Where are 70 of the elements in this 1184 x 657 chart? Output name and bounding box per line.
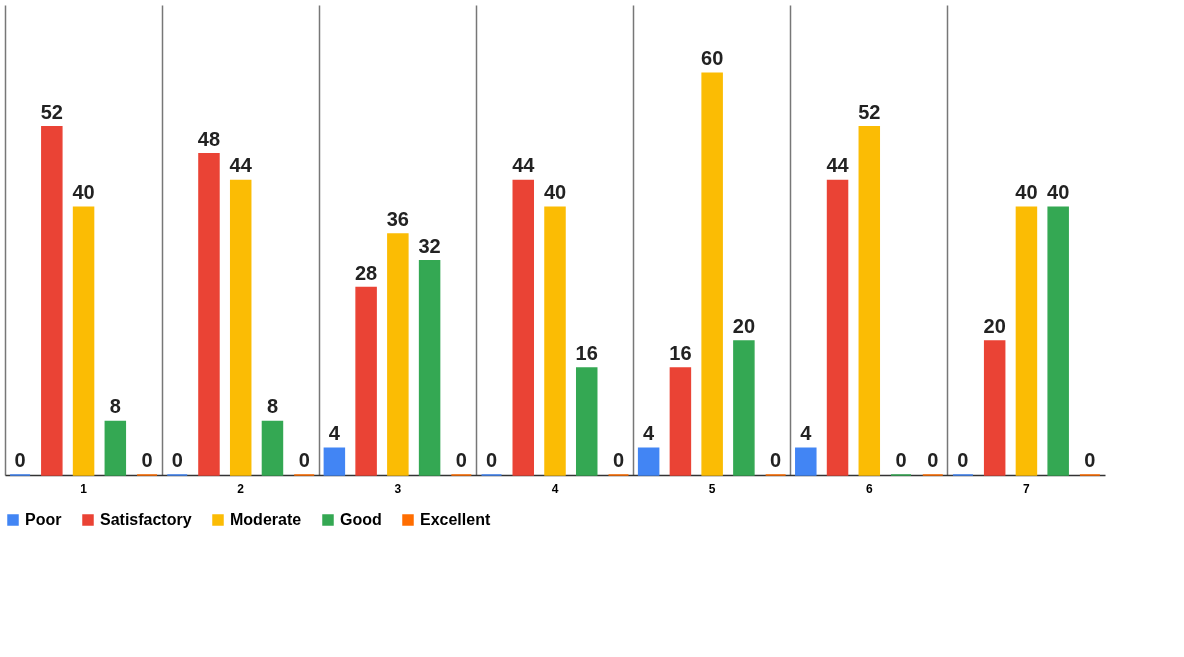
data-label: 40 <box>1015 181 1038 204</box>
bar <box>858 126 881 476</box>
bar <box>387 233 409 476</box>
bar <box>1047 206 1069 476</box>
x-tick-label: 6 <box>865 481 873 496</box>
bar <box>198 152 220 476</box>
legend-label: Poor <box>25 511 62 528</box>
data-label: 8 <box>109 395 121 418</box>
bar <box>576 367 598 476</box>
data-label: 0 <box>455 449 467 471</box>
data-label: 4 <box>800 422 813 445</box>
x-tick-label: 4 <box>551 481 559 496</box>
x-tick-label: 7 <box>1023 481 1031 496</box>
bar <box>72 206 95 476</box>
data-label: 0 <box>298 449 310 471</box>
data-label: 20 <box>983 315 1006 338</box>
bar <box>1015 206 1038 476</box>
x-tick-label: 1 <box>80 481 88 496</box>
bar <box>355 286 377 476</box>
x-tick-label: 5 <box>708 481 716 496</box>
data-label: 0 <box>171 449 183 471</box>
data-label: 0 <box>14 449 26 471</box>
data-label: 0 <box>957 449 969 471</box>
data-label: 16 <box>575 341 598 364</box>
data-label: 0 <box>485 449 498 471</box>
data-label: 44 <box>826 154 850 177</box>
bar <box>512 179 534 476</box>
data-label: 40 <box>72 181 95 204</box>
data-label: 0 <box>895 449 907 471</box>
data-label: 28 <box>354 261 378 284</box>
data-label: 52 <box>40 100 63 123</box>
data-label: 4 <box>643 422 656 445</box>
bar <box>637 447 660 476</box>
data-label: 52 <box>858 100 881 123</box>
bar <box>701 72 723 476</box>
legend-label: Moderate <box>230 511 302 528</box>
bar <box>826 179 849 476</box>
bar <box>983 340 1006 476</box>
bar <box>418 260 441 476</box>
data-label: 16 <box>669 341 692 364</box>
data-label: 0 <box>770 449 782 471</box>
bar <box>733 340 755 476</box>
bar <box>261 420 284 476</box>
data-label: 40 <box>1047 181 1070 204</box>
bar <box>795 447 817 476</box>
bar <box>104 420 127 476</box>
data-label: 0 <box>1084 449 1096 471</box>
bar <box>229 179 252 476</box>
data-label: 48 <box>197 127 221 150</box>
legend-label: Good <box>340 511 382 528</box>
x-tick-label: 2 <box>237 481 245 496</box>
data-label: 0 <box>612 449 625 471</box>
bar <box>544 206 566 476</box>
data-label: 8 <box>266 395 279 418</box>
data-label: 44 <box>229 154 253 177</box>
data-label: 0 <box>141 449 153 471</box>
legend-label: Satisfactory <box>100 511 192 528</box>
legend-label: Excellent <box>420 511 491 528</box>
x-tick-label: 3 <box>394 481 402 496</box>
data-label: 0 <box>927 449 939 471</box>
data-label: 60 <box>701 47 724 70</box>
data-label: 4 <box>328 422 341 445</box>
bar <box>669 367 692 476</box>
bar <box>323 447 346 476</box>
data-label: 32 <box>418 234 441 257</box>
data-label: 40 <box>543 181 567 204</box>
bar <box>41 126 63 476</box>
data-label: 44 <box>512 154 536 177</box>
data-label: 20 <box>732 315 756 338</box>
data-label: 36 <box>386 207 409 230</box>
